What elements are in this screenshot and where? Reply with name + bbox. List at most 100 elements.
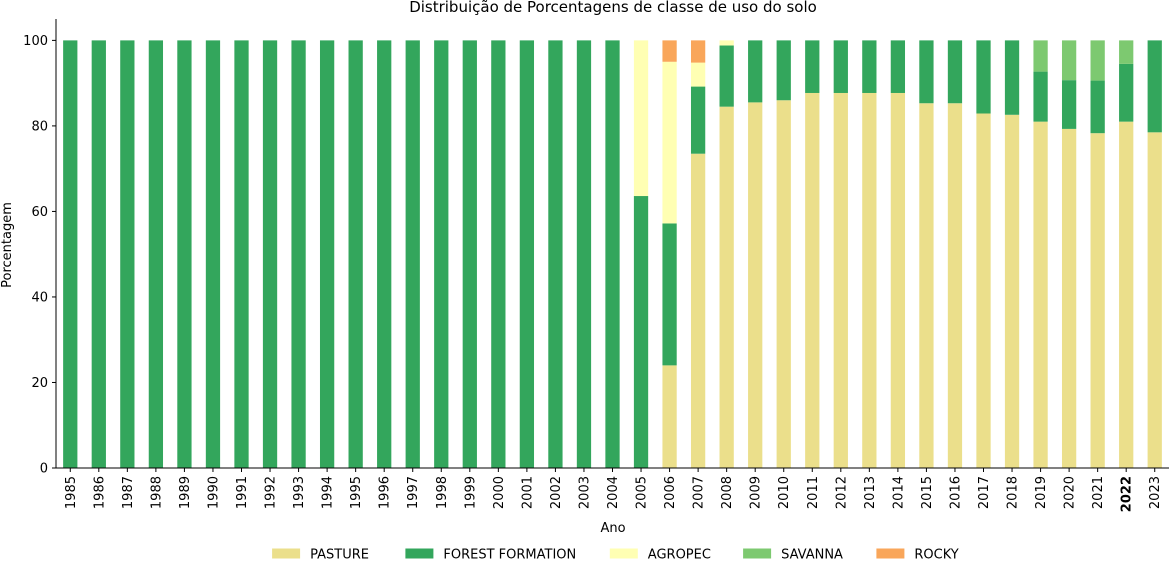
bar-savanna-2020 xyxy=(1061,40,1077,81)
x-tick-label-2006: 2006 xyxy=(663,476,678,509)
bar-forest-formation-1988 xyxy=(148,40,164,468)
x-tick-label-2021: 2021 xyxy=(1091,476,1106,509)
bar-pasture-2019 xyxy=(1033,121,1048,468)
bar-forest-formation-2008 xyxy=(719,45,734,107)
bar-forest-formation-2017 xyxy=(976,40,991,114)
x-tick-label-2002: 2002 xyxy=(549,476,564,509)
x-tick-label-2018: 2018 xyxy=(1006,476,1021,509)
legend-swatch-pasture xyxy=(272,548,301,559)
bar-forest-formation-2005 xyxy=(633,196,649,468)
bar-forest-formation-2020 xyxy=(1061,80,1077,129)
bar-forest-formation-1995 xyxy=(348,40,363,468)
legend-swatch-savanna xyxy=(743,548,772,559)
bar-forest-formation-2019 xyxy=(1033,71,1048,122)
x-tick-label-1999: 1999 xyxy=(463,476,478,509)
x-tick-label-2017: 2017 xyxy=(977,476,992,509)
bar-pasture-2014 xyxy=(890,92,906,468)
bar-forest-formation-1986 xyxy=(91,40,106,468)
bar-pasture-2011 xyxy=(805,92,820,468)
bar-forest-formation-2013 xyxy=(862,40,877,93)
x-tick-label-1996: 1996 xyxy=(378,476,393,509)
legend-label-savanna: SAVANNA xyxy=(781,548,843,563)
x-tick-label-2013: 2013 xyxy=(863,476,878,509)
y-tick-label-20: 20 xyxy=(31,376,48,391)
x-tick-label-1991: 1991 xyxy=(235,476,250,509)
bar-forest-formation-1985 xyxy=(63,40,78,468)
bar-forest-formation-2007 xyxy=(690,86,706,154)
x-tick-label-2016: 2016 xyxy=(948,476,963,509)
x-tick-label-2003: 2003 xyxy=(577,476,592,509)
x-tick-labels: 1985 1986 1987 1988 1989 1990 1991 1992 1993 1994… xyxy=(64,476,1163,512)
bar-pasture-2012 xyxy=(833,92,848,468)
legend: PASTURE FOREST FORMATION AGROPEC SAVANNA ROC… xyxy=(272,548,959,563)
bar-forest-formation-2012 xyxy=(833,40,848,93)
bar-forest-formation-2011 xyxy=(805,40,820,93)
y-tick-label-100: 100 xyxy=(23,34,48,49)
bar-pasture-2013 xyxy=(862,92,877,468)
x-tick-label-2022: 2022 xyxy=(1120,476,1135,512)
x-tick-label-2008: 2008 xyxy=(720,476,735,509)
x-tick-label-1987: 1987 xyxy=(121,476,136,509)
bar-forest-formation-1997 xyxy=(405,40,420,468)
bar-forest-formation-1999 xyxy=(462,40,477,468)
bar-forest-formation-2015 xyxy=(919,40,934,104)
x-tick-label-1990: 1990 xyxy=(206,476,221,509)
x-tick-label-1994: 1994 xyxy=(321,476,336,509)
bar-forest-formation-1993 xyxy=(291,40,306,468)
y-tick-label-0: 0 xyxy=(40,462,48,477)
x-tick-label-1993: 1993 xyxy=(292,476,307,509)
x-tick-label-1995: 1995 xyxy=(349,476,364,509)
bar-savanna-2019 xyxy=(1033,40,1048,72)
x-tick-label-1988: 1988 xyxy=(149,476,164,509)
bar-pasture-2006 xyxy=(662,365,677,468)
bar-forest-formation-1987 xyxy=(120,40,135,468)
legend-swatch-forest-formation xyxy=(405,548,434,559)
legend-swatch-agropec xyxy=(609,548,638,559)
bar-rocky-2007 xyxy=(690,40,706,63)
x-tick-label-2023: 2023 xyxy=(1148,476,1163,509)
bar-forest-formation-2014 xyxy=(890,40,906,93)
x-tick-label-2020: 2020 xyxy=(1063,476,1078,509)
bar-pasture-2009 xyxy=(748,102,763,468)
x-tick-label-2010: 2010 xyxy=(777,476,792,509)
x-tick-label-1985: 1985 xyxy=(64,476,79,509)
bar-pasture-2017 xyxy=(976,113,991,468)
bar-forest-formation-1992 xyxy=(262,40,278,468)
bar-pasture-2008 xyxy=(719,106,734,468)
x-tick-label-2014: 2014 xyxy=(891,476,906,509)
bar-pasture-2016 xyxy=(947,103,963,469)
x-tick-label-2012: 2012 xyxy=(834,476,849,509)
bar-rocky-2006 xyxy=(662,40,677,62)
x-tick-label-2015: 2015 xyxy=(920,476,935,509)
bar-forest-formation-1991 xyxy=(234,40,249,468)
bar-pasture-2020 xyxy=(1061,128,1077,468)
bars-layer xyxy=(63,40,1162,469)
bar-forest-formation-1989 xyxy=(177,40,192,468)
bar-pasture-2007 xyxy=(690,153,706,468)
bar-forest-formation-2022 xyxy=(1119,63,1134,122)
x-tick-label-1998: 1998 xyxy=(435,476,450,509)
bar-savanna-2021 xyxy=(1090,40,1105,81)
legend-label-forest-formation: FOREST FORMATION xyxy=(443,548,576,563)
x-tick-label-1997: 1997 xyxy=(406,476,421,509)
axes-layer xyxy=(52,19,1169,472)
x-tick-label-1986: 1986 xyxy=(92,476,107,509)
x-tick-label-2007: 2007 xyxy=(692,476,707,509)
bar-pasture-2023 xyxy=(1147,132,1162,468)
legend-label-agropec: AGROPEC xyxy=(648,548,711,563)
x-axis-title: Ano xyxy=(600,521,625,536)
bar-savanna-2022 xyxy=(1119,40,1134,64)
bar-forest-formation-1998 xyxy=(434,40,449,468)
bar-forest-formation-2001 xyxy=(519,40,535,468)
x-tick-label-1992: 1992 xyxy=(264,476,279,509)
x-tick-label-2004: 2004 xyxy=(606,476,621,509)
bar-forest-formation-2009 xyxy=(748,40,763,103)
bar-forest-formation-2003 xyxy=(576,40,592,468)
bar-pasture-2021 xyxy=(1090,133,1105,469)
bar-pasture-2022 xyxy=(1119,121,1134,468)
bar-forest-formation-2021 xyxy=(1090,80,1105,134)
y-tick-label-80: 80 xyxy=(31,119,48,134)
bar-forest-formation-2004 xyxy=(605,40,620,468)
